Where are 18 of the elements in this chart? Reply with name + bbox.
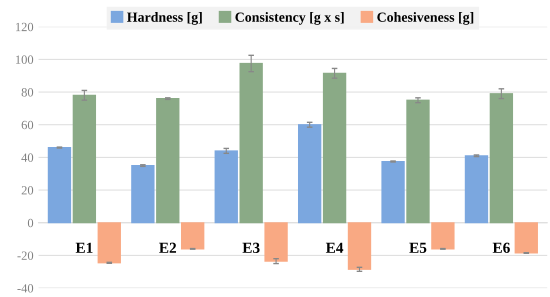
- y-tick-label: -20: [17, 251, 34, 260]
- x-tick-label: E5: [409, 242, 426, 253]
- y-tick-label: 40: [21, 153, 34, 162]
- x-tick-label: E3: [242, 242, 260, 253]
- x-tick-label: E6: [492, 242, 510, 253]
- y-tick-label: -40: [17, 284, 34, 293]
- y-tick-label: 80: [22, 88, 34, 97]
- y-tick-label: 60: [22, 120, 34, 130]
- y-tick-label: 20: [22, 186, 34, 195]
- y-tick-label: 100: [16, 55, 34, 64]
- x-tick-label: E4: [326, 242, 344, 253]
- legend-label: Hardness [g]: [127, 12, 202, 25]
- y-tick-label: 120: [16, 22, 34, 32]
- x-tick-label: E2: [159, 242, 176, 253]
- x-tick-label: E1: [76, 242, 92, 253]
- y-tick-label: 0: [28, 218, 34, 228]
- legend-label: Cohesiveness [g]: [377, 12, 474, 25]
- legend-label: Consistency [g x s]: [235, 12, 344, 25]
